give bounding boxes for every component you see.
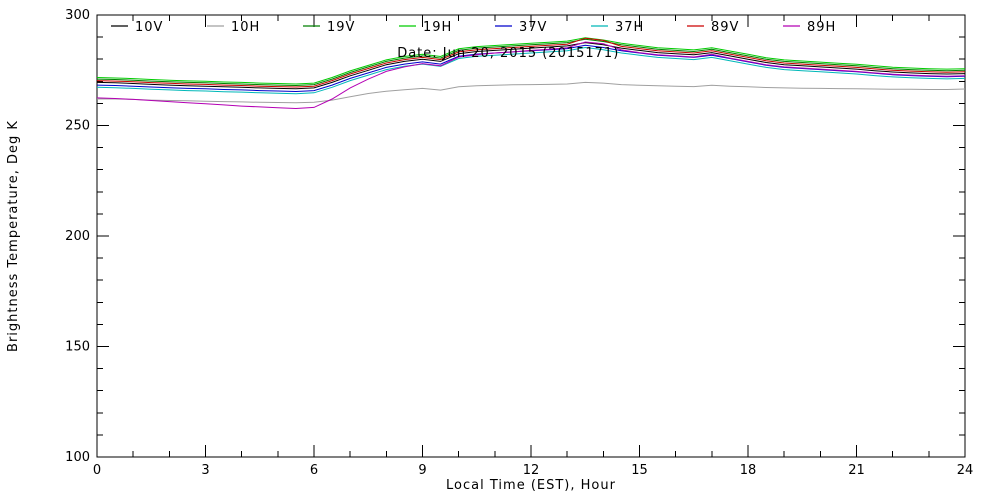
legend-label-10H: 10H [231, 20, 260, 35]
chart-legend: 10V 10H 19V 19H 37V 37H 89V 89H [111, 20, 836, 35]
legend-label-10V: 10V [135, 20, 163, 35]
plot-frame [96, 14, 966, 458]
y-tick-label: 300 [65, 8, 90, 23]
x-tick-label: 0 [93, 463, 101, 478]
y-tick-label: 100 [65, 450, 90, 465]
y-tick-label: 200 [65, 229, 90, 244]
y-axis-title: Brightness Temperature, Deg K [6, 120, 21, 352]
series-line-10V [96, 42, 966, 90]
legend-label-37H: 37H [615, 20, 644, 35]
series-line-19V [96, 38, 966, 87]
series-line-89H [96, 41, 966, 110]
axis-ticks [96, 14, 966, 458]
legend-label-89H: 89H [807, 20, 836, 35]
date-annotation: Date: Jun 20, 2015 (2015171) [397, 46, 619, 61]
x-tick-label: 18 [740, 463, 757, 478]
x-tick-label: 21 [848, 463, 865, 478]
x-tick-label: 9 [418, 463, 426, 478]
y-tick-label: 150 [65, 340, 90, 355]
x-tick-label: 6 [310, 463, 318, 478]
series-line-37H [96, 46, 966, 95]
legend-label-89V: 89V [711, 20, 739, 35]
series-line-10H [97, 81, 966, 104]
series-line-89V [96, 37, 966, 88]
series-line-19H [96, 37, 966, 85]
x-tick-label: 24 [957, 463, 974, 478]
axis-tick-labels: 0 3 6 9 12 15 18 21 24 100 150 200 250 300 [65, 8, 973, 478]
x-tick-label: 15 [631, 463, 648, 478]
x-tick-label: 12 [523, 463, 540, 478]
x-tick-label: 3 [201, 463, 209, 478]
series-lines [96, 37, 966, 110]
legend-label-19H: 19H [423, 20, 452, 35]
legend-label-19V: 19V [327, 20, 355, 35]
x-axis-title: Local Time (EST), Hour [446, 478, 616, 493]
y-tick-label: 250 [65, 119, 90, 134]
legend-label-37V: 37V [519, 20, 547, 35]
